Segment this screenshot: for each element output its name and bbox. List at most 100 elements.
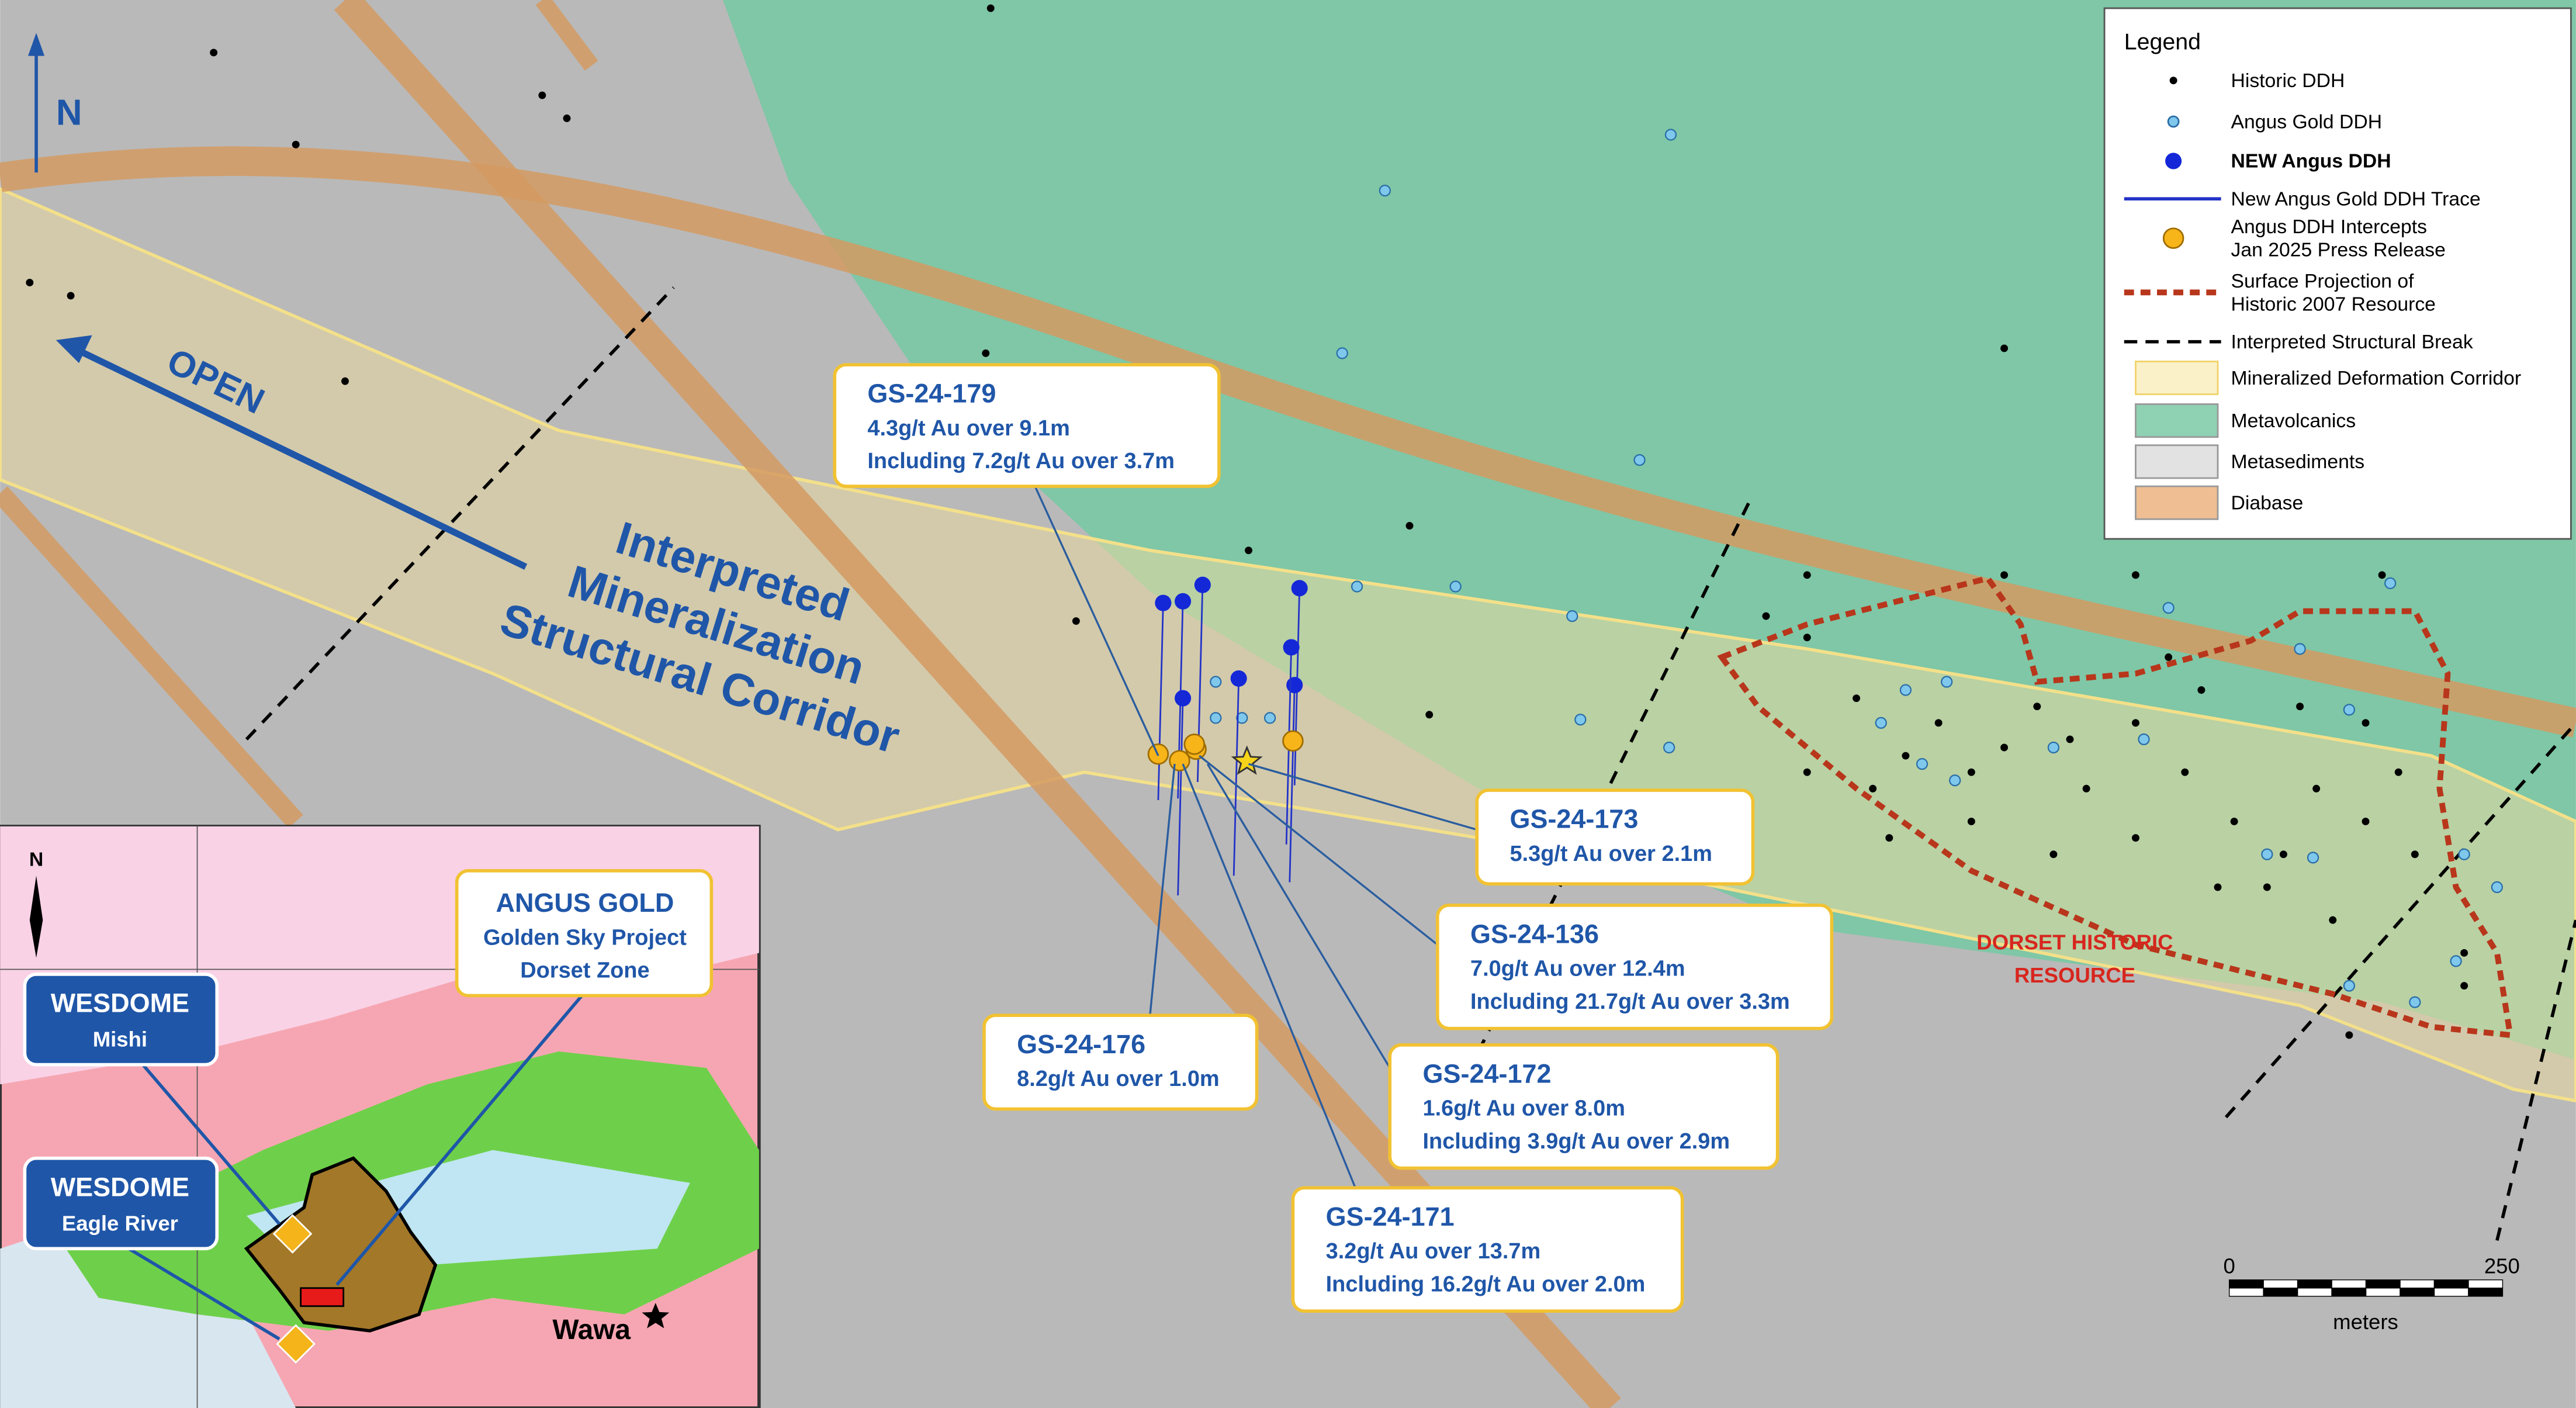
scale-segment <box>2400 1279 2435 1289</box>
hole-id: GS-24-176 <box>1017 1029 1145 1059</box>
intercept <box>1282 730 1304 752</box>
historic-ddh <box>1853 694 1861 703</box>
angus-ddh <box>2307 852 2319 864</box>
inset-water <box>0 1216 296 1408</box>
new-angus-ddh <box>1283 639 1300 656</box>
inset-leader <box>130 1050 281 1226</box>
historic-ddh <box>982 349 990 357</box>
angus-ddh <box>2343 980 2356 992</box>
historic-ddh <box>563 114 571 122</box>
scale-label: 250 <box>2484 1254 2520 1278</box>
callout-box <box>1388 1043 1779 1170</box>
leader-line <box>1206 763 1391 1068</box>
intercept-text: 3.2g/t Au over 13.7m <box>1326 1239 1541 1264</box>
historic-ddh <box>2230 818 2238 825</box>
historic-ddh <box>2460 949 2468 957</box>
legend-label: Jan 2025 Press Release <box>2231 239 2445 261</box>
historic-ddh <box>1934 719 1943 727</box>
intercept-text: Including 16.2g/t Au over 2.0m <box>1326 1272 1646 1296</box>
inset-leader <box>335 992 585 1286</box>
scale-segment <box>2365 1279 2401 1289</box>
new-angus-ddh <box>1155 594 1172 611</box>
scale-segment <box>2228 1279 2264 1289</box>
angus-ddh <box>1941 676 1953 688</box>
legend-label: Angus Gold DDH <box>2231 110 2382 133</box>
historic-ddh <box>2362 818 2370 825</box>
callout-box <box>833 363 1221 488</box>
scale-segment <box>2433 1288 2469 1297</box>
angus-ddh <box>1236 712 1248 724</box>
legend-label: Mineralized Deformation Corridor <box>2231 367 2521 389</box>
legend-label: Metavolcanics <box>2231 410 2356 432</box>
leader-line <box>1149 763 1176 1016</box>
angus-ddh <box>2458 848 2470 860</box>
inset-callout <box>455 869 714 998</box>
angus-ddh <box>2261 848 2273 860</box>
angus-ddh <box>2409 996 2421 1008</box>
legend-label: Surface Projection of <box>2231 270 2414 292</box>
legend-label: Metasediments <box>2231 451 2364 473</box>
callout-box <box>1435 904 1834 1030</box>
historic-ddh <box>2082 784 2090 793</box>
scale-segment <box>2228 1288 2264 1297</box>
angus-ddh <box>1263 712 1276 724</box>
legend-label: Angus DDH Intercepts <box>2231 216 2426 238</box>
historic-ddh <box>2000 743 2009 752</box>
north-arrow-head <box>27 33 45 56</box>
callout-box <box>982 1013 1259 1111</box>
historic-ddh <box>341 377 349 385</box>
angus-ddh <box>2047 741 2060 754</box>
new-angus-ddh <box>1194 576 1211 593</box>
historic-ddh <box>2131 571 2139 579</box>
structural-break <box>2495 919 2576 1241</box>
legend-label: Historic 2007 Resource <box>2231 293 2435 315</box>
historic-ddh <box>2000 571 2009 579</box>
legend-label: NEW Angus DDH <box>2231 150 2391 172</box>
historic-ddh <box>1405 522 1414 530</box>
intercept-text: 8.2g/t Au over 1.0m <box>1017 1067 1219 1091</box>
legend-label: Interpreted Structural Break <box>2231 331 2473 353</box>
inset-callout-text: WESDOME <box>51 988 189 1018</box>
historic-ddh <box>26 279 34 286</box>
angus-ddh <box>1663 741 1675 754</box>
intercept-text: 4.3g/t Au over 9.1m <box>867 416 1069 441</box>
angus-ddh <box>1574 714 1587 726</box>
legend-symbol <box>2135 361 2219 396</box>
hole-id: GS-24-136 <box>1470 919 1599 949</box>
historic-ddh <box>2049 850 2058 859</box>
intercept-text: 1.6g/t Au over 8.0m <box>1422 1096 1625 1121</box>
angus-ddh <box>1210 676 1222 688</box>
scale-segment <box>2468 1288 2504 1297</box>
historic-ddh <box>1803 571 1811 579</box>
leader-line <box>1199 755 1438 946</box>
historic-ddh <box>2329 916 2337 924</box>
angus-ddh <box>1566 610 1578 622</box>
historic-ddh <box>2214 883 2222 891</box>
historic-resource <box>1717 575 2514 1039</box>
historic-ddh <box>292 140 300 148</box>
legend-symbol <box>2169 77 2177 85</box>
inset-callout-text: Golden Sky Project <box>483 925 687 950</box>
inset-callout <box>23 1156 219 1251</box>
scale-segment <box>2297 1279 2332 1289</box>
angus-ddh <box>2294 643 2306 655</box>
scale-segment <box>2433 1279 2469 1289</box>
angus-ddh <box>2138 733 2150 746</box>
leader-line <box>1182 763 1356 1188</box>
legend-symbol <box>2135 485 2219 520</box>
intercept-text: Including 21.7g/t Au over 3.3m <box>1470 990 1790 1014</box>
inset-callout-text: WESDOME <box>51 1172 189 1202</box>
historic-ddh <box>1425 711 1434 719</box>
new-angus-ddh <box>1175 690 1192 707</box>
leader-line <box>1034 486 1159 756</box>
scale-segment <box>2263 1288 2298 1297</box>
angus-ddh <box>1210 712 1222 724</box>
historic-ddh <box>1967 818 1975 825</box>
angus-ddh <box>1336 347 1348 359</box>
angus-ddh <box>1449 580 1462 593</box>
historic-ddh <box>2394 768 2402 776</box>
star <box>1231 745 1263 775</box>
historic-ddh <box>2279 850 2287 859</box>
hole-id: GS-24-173 <box>1509 804 1638 834</box>
legend-title: Legend <box>2124 29 2201 54</box>
